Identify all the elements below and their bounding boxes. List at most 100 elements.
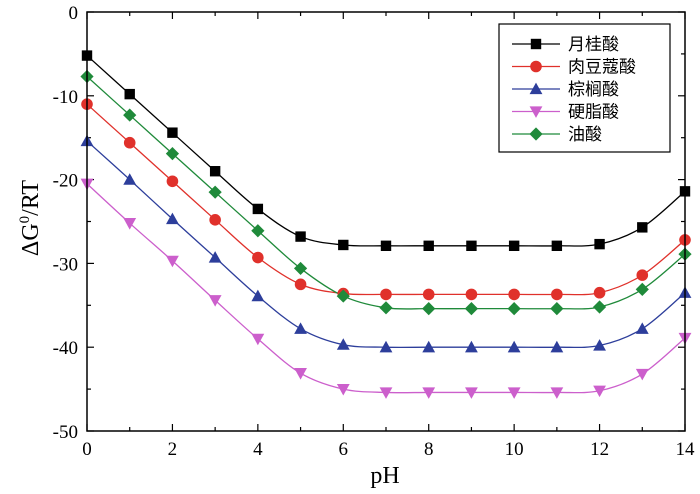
y-tick-label: -20 (53, 171, 78, 192)
data-point-series-3 (635, 322, 649, 334)
data-point-series-2 (209, 214, 221, 226)
data-point-series-3 (208, 251, 222, 263)
data-point-series-1 (423, 240, 434, 252)
data-point-series-2 (593, 286, 606, 299)
data-point-series-4 (294, 368, 307, 380)
data-point-series-2 (422, 288, 435, 301)
data-point-series-2 (294, 278, 307, 291)
data-point-series-4 (550, 387, 564, 399)
series-markers (80, 50, 692, 399)
data-point-series-5 (635, 282, 649, 296)
legend-label-5: 油酸 (568, 125, 602, 145)
data-point-series-4 (422, 387, 436, 399)
data-point-series-5 (251, 224, 265, 238)
x-tick-label: 6 (339, 439, 349, 460)
data-point-series-4 (251, 333, 265, 346)
data-point-series-5 (592, 300, 607, 314)
x-tick-label: 0 (82, 439, 92, 460)
data-point-series-5 (464, 302, 479, 316)
data-point-series-4 (123, 218, 137, 230)
data-point-series-5 (507, 302, 521, 316)
data-point-series-4 (208, 295, 222, 307)
data-point-series-2 (551, 288, 563, 301)
x-tick-label: 10 (505, 439, 524, 460)
data-point-series-1 (252, 203, 264, 215)
x-tick-label: 2 (168, 439, 178, 460)
data-point-series-1 (209, 166, 221, 177)
data-point-series-3 (166, 212, 179, 225)
data-point-series-4 (465, 387, 478, 399)
x-tick-label: 8 (424, 439, 434, 460)
data-point-series-1 (124, 88, 135, 100)
y-axis-title-main: ΔG (18, 223, 44, 256)
data-point-series-4 (635, 368, 649, 381)
y-tick-label: -10 (53, 87, 78, 108)
x-tick-label: 14 (676, 439, 696, 460)
data-point-series-3 (593, 339, 606, 351)
series-line-4 (86, 183, 686, 394)
legend-marker-5 (529, 127, 543, 141)
data-point-series-3 (507, 340, 521, 353)
tick-labels: 0 2 4 6 8 10 12 14 0 -10 -20 -30 -40 -50 (53, 3, 695, 460)
data-point-series-3 (465, 340, 478, 353)
data-point-series-1 (466, 240, 477, 252)
data-point-series-2 (508, 288, 520, 301)
data-point-series-2 (636, 269, 649, 281)
data-point-series-1 (508, 240, 520, 252)
legend-label-1: 月桂酸 (568, 35, 619, 55)
data-point-series-1 (594, 238, 605, 250)
y-tick-label: -50 (53, 422, 78, 443)
data-point-series-3 (379, 340, 393, 353)
data-point-series-4 (166, 255, 179, 268)
legend-label-2: 肉豆蔻酸 (568, 58, 636, 78)
legend-marker-4 (529, 106, 543, 118)
y-axis-title-sup: 0 (17, 216, 33, 224)
data-point-series-1 (338, 239, 349, 251)
data-point-series-5 (123, 108, 137, 122)
legend-label-4: 硬脂酸 (568, 103, 619, 123)
data-point-series-3 (336, 338, 350, 350)
legend-marker-1 (530, 38, 542, 50)
data-point-series-1 (167, 127, 178, 138)
data-point-series-5 (379, 301, 393, 315)
y-axis-title-tail: /RT (18, 180, 44, 216)
data-point-series-5 (550, 302, 564, 316)
x-tick-label: 4 (253, 439, 263, 460)
data-point-series-3 (251, 289, 265, 302)
y-tick-label: -30 (53, 254, 78, 275)
data-point-series-5 (165, 147, 180, 161)
data-point-series-2 (465, 288, 478, 301)
data-point-series-3 (422, 340, 436, 353)
data-point-series-3 (550, 340, 564, 353)
legend-marker-3 (529, 82, 543, 95)
data-point-series-2 (166, 175, 179, 188)
plot-frame (86, 11, 686, 432)
data-point-series-5 (293, 261, 308, 276)
data-point-series-3 (294, 322, 307, 334)
data-point-series-5 (422, 302, 436, 316)
data-point-series-5 (208, 185, 222, 199)
x-tick-label: 12 (590, 439, 609, 460)
data-point-series-4 (336, 383, 350, 396)
data-point-series-2 (123, 136, 136, 149)
data-point-series-1 (637, 222, 648, 233)
legend-box (498, 23, 671, 153)
data-point-series-1 (551, 240, 563, 252)
data-point-series-1 (295, 231, 306, 242)
data-point-series-2 (380, 288, 392, 301)
data-point-series-4 (379, 387, 393, 399)
data-point-series-4 (593, 385, 606, 398)
data-point-series-3 (123, 173, 137, 185)
y-axis-title: ΔG0/RT (17, 180, 44, 257)
legend-marker-2 (530, 60, 542, 73)
data-point-series-5 (336, 289, 350, 303)
legend-label-3: 棕榈酸 (568, 80, 619, 100)
y-tick-label: -40 (53, 338, 78, 359)
data-point-series-1 (380, 240, 392, 252)
x-axis-title: pH (370, 463, 399, 489)
data-point-series-4 (507, 387, 521, 399)
y-tick-label: 0 (69, 3, 79, 24)
data-point-series-2 (252, 251, 264, 264)
